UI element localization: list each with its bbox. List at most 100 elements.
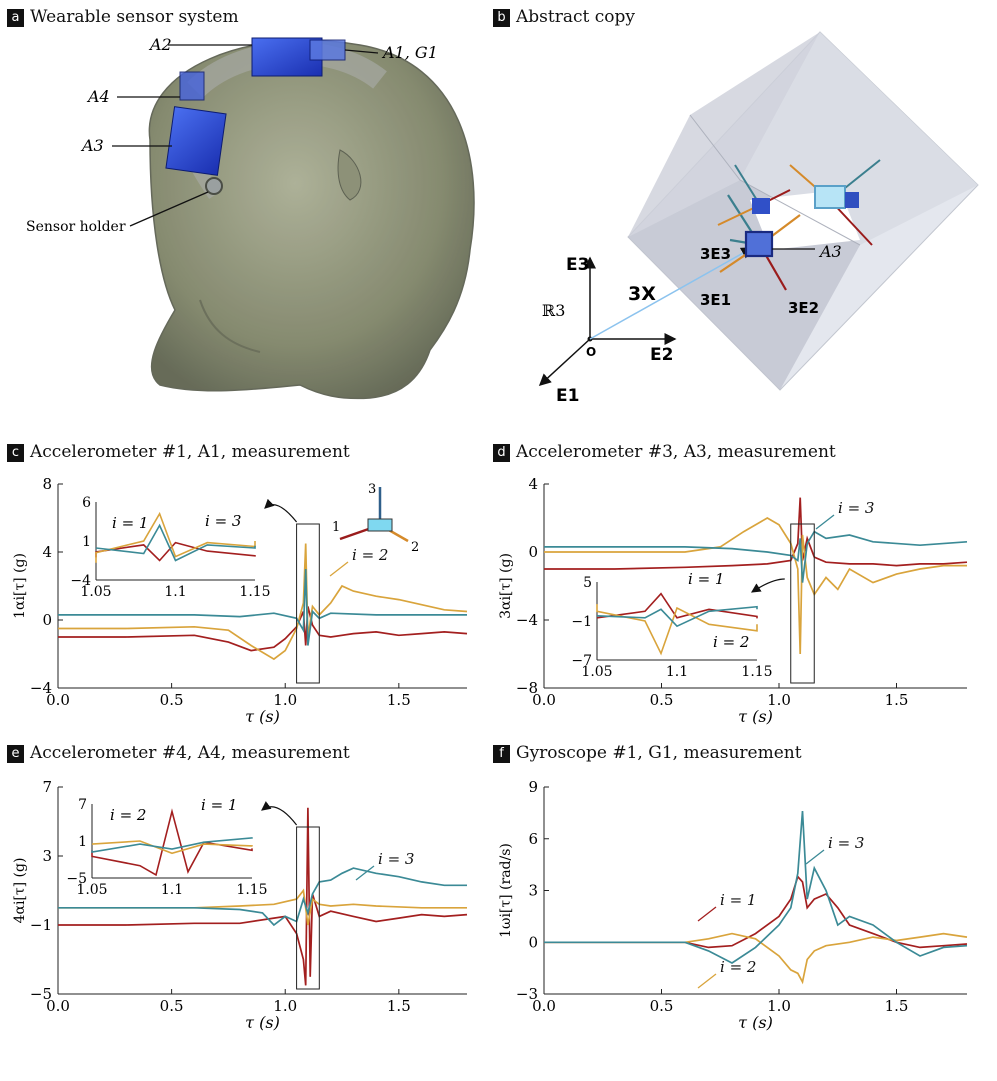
inset-x-tick-label: 1.1 <box>666 664 688 680</box>
inset-x-tick-label: 1.15 <box>741 664 772 680</box>
inset-x-tick-label: 1.05 <box>581 664 612 680</box>
inset-series-line-1 <box>596 592 758 619</box>
annotation-pointer <box>329 561 349 577</box>
sensor-holder-ring <box>205 177 223 195</box>
x-tick-label: 1.5 <box>885 997 909 1015</box>
y-tick-label: −4 <box>516 611 538 629</box>
inset-y-tick-label: −5 <box>66 871 87 887</box>
annotation-pointer <box>697 973 717 989</box>
panel-a-title: a Wearable sensor system <box>7 7 239 27</box>
annotation-pointer <box>815 514 835 530</box>
inset-x-tick-label: 1.05 <box>76 882 107 898</box>
cube-edges <box>689 114 861 246</box>
zoom-window <box>296 826 320 990</box>
x-tick-label: 1.5 <box>387 691 411 709</box>
inset-annotation: i = 2 <box>110 806 146 824</box>
x-tick-label: 1.0 <box>767 691 791 709</box>
x-axis-label: τ (s) <box>245 707 280 726</box>
y-tick-label: 0 <box>528 543 538 561</box>
inset-background <box>96 502 255 580</box>
jaw-line <box>199 299 261 353</box>
label-origin: O <box>586 345 596 359</box>
sensor-frame-a4 <box>717 164 791 226</box>
sensor-frame-a3 <box>719 194 801 291</box>
leader-holder <box>129 191 209 227</box>
panel-c-title: c Accelerometer #1, A1, measurement <box>7 442 350 462</box>
y-tick-label: −8 <box>516 679 538 697</box>
zoom-arrow <box>261 801 298 826</box>
panel-e-title: e Accelerometer #4, A4, measurement <box>7 743 350 763</box>
x-tick-label: 1.0 <box>273 691 297 709</box>
label-sensor-holder: Sensor holder <box>26 219 126 235</box>
axis-e1 <box>538 338 591 387</box>
inset-annotation: i = 1 <box>201 796 237 814</box>
x-tick-label: 0.5 <box>650 691 674 709</box>
series-line-2 <box>544 517 967 655</box>
series-line-2 <box>544 932 968 985</box>
label-b-a3: A3 <box>818 242 842 261</box>
zoom-window <box>790 523 815 684</box>
inset-y-tick-label: −4 <box>70 573 91 589</box>
position-vector-x <box>589 247 754 340</box>
inset-y-tick-label: 5 <box>583 575 592 591</box>
label-local-e1: 3E1 <box>700 291 731 309</box>
leader-a1 <box>344 49 379 54</box>
series-annotation: i = 3 <box>828 834 864 852</box>
chart-gyroscope-1: 0.0 0.5 1.0 1.5 −3 0 3 6 9 τ (s) 1ωi[τ] (rad/s) i =… <box>498 778 968 1032</box>
zoom-arrow <box>264 498 298 523</box>
y-tick-label: 9 <box>528 778 538 796</box>
label-local-e2: 3E2 <box>788 299 819 317</box>
ear-shape <box>337 149 362 201</box>
inset-series-line-1 <box>91 808 253 877</box>
x-tick-label: 1.0 <box>273 997 297 1015</box>
series-line-3 <box>58 568 467 646</box>
x-tick-label: 0.0 <box>532 691 556 709</box>
y-tick-label: 3 <box>42 847 52 865</box>
cube-face-right <box>740 32 978 245</box>
label-e1: E1 <box>556 386 579 406</box>
annotation-pointer <box>355 865 375 881</box>
inset-annotation: i = 1 <box>112 514 148 532</box>
inset-x-tick-label: 1.1 <box>164 584 186 600</box>
inset-series-line-2 <box>91 840 253 855</box>
x-axis-label: τ (s) <box>738 707 773 726</box>
label-e2: E2 <box>650 345 673 365</box>
y-tick-label: −4 <box>30 679 52 697</box>
annotation-pointer <box>805 849 825 865</box>
inset-x-tick-label: 1.15 <box>239 584 270 600</box>
inset-background <box>597 582 757 660</box>
inset-y-tick-label: 1 <box>82 534 91 550</box>
sensor-frame-a2 <box>789 159 881 246</box>
glyph-label-1: 1 <box>332 520 340 535</box>
chart-accelerometer-4: 0.0 0.5 1.0 1.5 −5 −1 3 7 τ (s) 4αi[τ] (g) i = 3 1.… <box>12 778 468 1032</box>
x-tick-label: 0.5 <box>160 691 184 709</box>
y-axis-label: 1αi[τ] (g) <box>12 553 28 619</box>
y-axis-label: 1ωi[τ] (rad/s) <box>498 843 514 938</box>
inset-y-tick-label: 7 <box>78 797 87 813</box>
cube-face-top <box>628 32 820 237</box>
y-tick-label: −3 <box>516 985 538 1003</box>
inset-series-line-3 <box>596 605 758 628</box>
glyph-label-3: 3 <box>368 482 376 497</box>
series-annotation: i = 1 <box>720 891 756 909</box>
chart-accelerometer-3: 0.0 0.5 1.0 1.5 −8 −4 0 4 τ (s) 3αi[τ] (g) i = 3 1.… <box>498 475 968 726</box>
y-axis-label: 3αi[τ] (g) <box>498 553 514 619</box>
y-tick-label: −1 <box>30 916 52 934</box>
annotation-pointer <box>697 906 717 922</box>
inset-annotation: i = 3 <box>205 512 241 530</box>
series-line-2 <box>58 888 467 926</box>
x-axis-label: τ (s) <box>245 1013 280 1032</box>
x-tick-label: 0.5 <box>160 997 184 1015</box>
y-tick-label: 4 <box>528 475 538 493</box>
series-annotation: i = 2 <box>352 546 388 564</box>
inset-annotation: i = 1 <box>688 570 724 588</box>
head-illustration: A2 A1, G1 A4 A3 Sensor holder <box>26 35 475 400</box>
x-tick-label: 1.0 <box>767 997 791 1015</box>
sensor-a3 <box>165 106 227 176</box>
inset-x-tick-label: 1.05 <box>80 584 111 600</box>
head-shape <box>148 39 475 400</box>
zoom-arrow <box>750 578 785 593</box>
series-line-3 <box>544 530 968 583</box>
abstract-copy-diagram: E3 E2 E1 O ℝ3 3X 3E3 3E1 3E2 A3 <box>538 31 979 406</box>
